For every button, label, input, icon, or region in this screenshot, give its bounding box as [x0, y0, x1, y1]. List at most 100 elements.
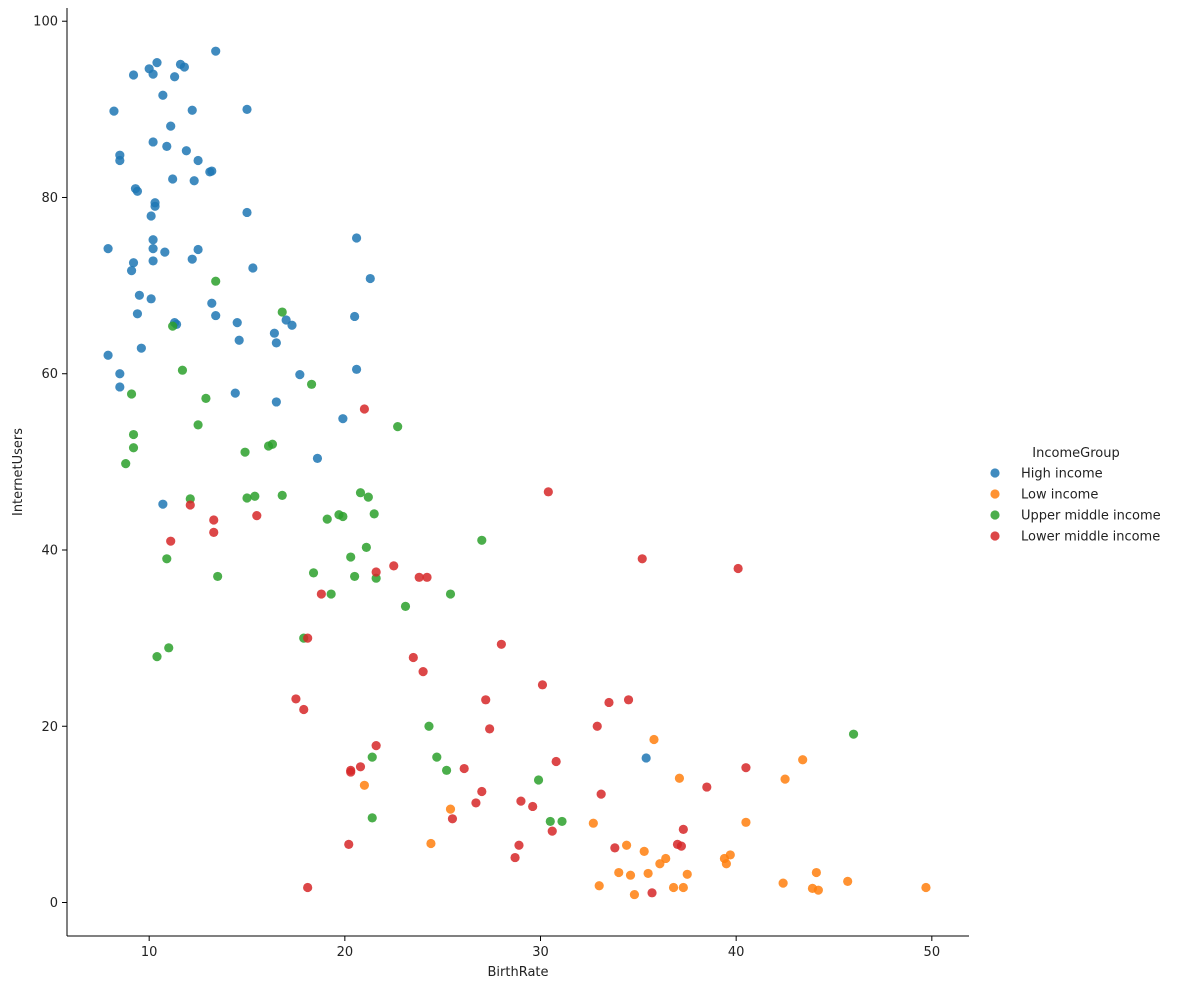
- data-point: [422, 572, 432, 582]
- data-point: [921, 882, 931, 893]
- data-point: [267, 439, 278, 449]
- data-point: [432, 752, 442, 762]
- legend-marker: [990, 531, 1000, 541]
- data-point: [209, 515, 219, 525]
- data-point: [193, 244, 203, 255]
- data-point: [445, 804, 456, 814]
- data-point: [166, 121, 176, 131]
- data-point: [185, 500, 195, 510]
- data-point: [128, 70, 139, 80]
- data-point: [177, 365, 188, 375]
- data-point: [741, 763, 751, 773]
- data-point: [158, 90, 168, 100]
- data-point: [128, 443, 139, 453]
- data-point: [187, 254, 197, 264]
- data-point: [193, 420, 203, 430]
- data-point: [146, 294, 156, 304]
- data-point: [471, 798, 481, 808]
- data-point: [181, 146, 191, 156]
- data-point: [441, 765, 452, 775]
- data-point: [306, 379, 317, 389]
- data-point: [134, 290, 144, 300]
- data-point: [326, 589, 336, 599]
- x-tick-label: 10: [141, 945, 158, 960]
- data-point: [811, 867, 821, 878]
- data-point: [242, 493, 252, 503]
- data-point: [150, 198, 160, 208]
- data-point: [637, 554, 647, 564]
- data-point: [132, 309, 143, 319]
- data-point: [209, 527, 219, 537]
- legend-marker: [990, 510, 1000, 520]
- x-axis-label: BirthRate: [487, 965, 548, 980]
- data-point: [126, 266, 137, 276]
- data-point: [393, 422, 403, 432]
- data-point: [813, 885, 823, 895]
- data-point: [240, 447, 250, 457]
- data-point: [250, 491, 260, 501]
- data-point: [361, 542, 371, 552]
- data-point: [477, 786, 487, 797]
- data-point: [418, 667, 428, 677]
- data-point: [543, 487, 553, 497]
- data-point: [639, 846, 649, 856]
- data-point: [355, 488, 366, 498]
- legend-label: Lower middle income: [1021, 530, 1160, 545]
- y-tick-label: 20: [41, 720, 58, 735]
- data-point: [363, 492, 373, 502]
- data-point: [702, 782, 712, 792]
- data-point: [128, 258, 139, 268]
- data-point: [371, 567, 381, 577]
- data-point: [350, 571, 360, 582]
- data-point: [287, 320, 297, 330]
- data-point: [312, 453, 323, 463]
- legend-marker: [990, 489, 1000, 499]
- data-point: [604, 697, 614, 708]
- data-point: [160, 247, 170, 257]
- x-ticks: 10 20 30 40 50: [141, 936, 940, 960]
- data-point: [445, 589, 456, 599]
- data-point: [152, 652, 162, 662]
- data-point: [528, 801, 538, 812]
- data-point: [592, 721, 602, 731]
- data-point: [211, 310, 221, 321]
- data-point: [477, 535, 487, 545]
- data-point: [400, 601, 411, 611]
- data-point: [551, 756, 561, 767]
- data-point: [162, 141, 172, 151]
- data-point: [367, 813, 377, 823]
- data-point: [355, 762, 366, 772]
- y-tick-label: 0: [50, 896, 58, 911]
- x-tick-label: 50: [924, 945, 941, 960]
- data-point: [211, 276, 221, 286]
- data-point: [481, 695, 491, 705]
- data-point: [201, 393, 211, 404]
- data-point: [126, 389, 137, 399]
- legend-label: Upper middle income: [1021, 509, 1161, 524]
- data-point: [166, 536, 176, 546]
- data-point: [533, 775, 544, 785]
- data-point: [232, 318, 242, 328]
- data-point: [193, 155, 203, 166]
- data-point: [365, 273, 375, 284]
- data-point: [168, 321, 178, 331]
- data-point: [277, 490, 287, 500]
- data-point: [213, 571, 223, 582]
- y-axis-label: InternetUsers: [11, 428, 26, 516]
- data-point: [148, 256, 158, 266]
- data-point: [514, 840, 524, 850]
- data-point: [248, 263, 258, 273]
- series-low-income: [359, 734, 931, 900]
- data-point: [152, 58, 162, 68]
- data-point: [121, 459, 131, 469]
- data-point: [496, 639, 506, 649]
- data-point: [158, 499, 168, 509]
- data-point: [676, 841, 686, 851]
- y-tick-label: 80: [41, 191, 58, 206]
- data-point: [647, 888, 657, 898]
- data-point: [115, 155, 125, 166]
- data-point: [346, 552, 356, 562]
- data-point: [733, 563, 743, 574]
- data-point: [516, 796, 526, 806]
